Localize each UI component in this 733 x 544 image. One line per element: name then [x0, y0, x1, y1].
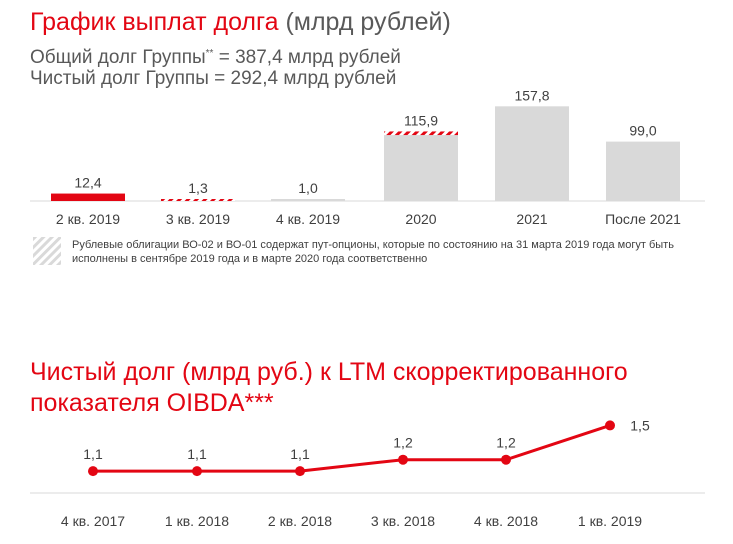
bar-2 — [161, 199, 235, 201]
debt-schedule-bar-chart: 12,4 2 кв. 2019 1,3 3 кв. 2019 1,0 4 кв. 2019… — [30, 87, 705, 227]
net-debt-line: Чистый долг Группы = 292,4 млрд рублей — [30, 68, 397, 89]
line-category-label-2: 1 кв. 2018 — [165, 513, 229, 529]
total-debt-prefix: Общий долг Группы — [30, 47, 206, 68]
bar-4 — [384, 131, 458, 201]
net-debt-oibda-title: Чистый долг (млрд руб.) к LTM скорректир… — [30, 358, 628, 417]
bar-value-label-3: 1,0 — [298, 180, 318, 196]
footnote-mark: ** — [205, 48, 214, 59]
bar-3 — [271, 199, 345, 201]
total-debt-suffix: = 387,4 млрд рублей — [213, 47, 401, 68]
bar-value-label-1: 12,4 — [74, 175, 101, 191]
line-point-6 — [605, 420, 615, 431]
line-value-label-4: 1,2 — [393, 435, 413, 451]
title-units: (млрд рублей) — [278, 8, 451, 36]
chart-title-debt-schedule: График выплат долга (млрд рублей) — [30, 7, 451, 37]
bar-6 — [606, 141, 680, 201]
line-point-2 — [192, 466, 202, 477]
bar-value-label-6: 99,0 — [629, 123, 656, 139]
hatch-legend-icon — [33, 237, 61, 265]
bar-value-label-5: 157,8 — [514, 87, 549, 103]
bar-4-hatched-top — [384, 131, 458, 136]
bar-category-label-2: 3 кв. 2019 — [166, 211, 230, 227]
line-value-label-5: 1,2 — [496, 435, 516, 451]
line-point-5 — [501, 454, 511, 465]
line-value-label-3: 1,1 — [290, 446, 310, 462]
net-debt-oibda-line-chart: 1,1 4 кв. 2017 1,1 1 кв. 2018 1,1 2 кв. 2018 1… — [30, 420, 705, 529]
oibda-series-line — [93, 423, 611, 473]
bar-5 — [495, 106, 569, 201]
line-category-label-6: 1 кв. 2019 — [578, 513, 642, 529]
bar-1 — [51, 193, 125, 201]
bar-category-label-5: 2021 — [516, 211, 547, 227]
line-value-label-2: 1,1 — [187, 446, 207, 462]
line-point-3 — [295, 466, 305, 477]
total-debt-line: Общий долг Группы** = 387,4 млрд рублей — [30, 42, 401, 70]
line-point-1 — [88, 466, 98, 477]
line-category-label-4: 3 кв. 2018 — [371, 513, 435, 529]
line-point-4 — [398, 454, 408, 465]
bar-value-label-2: 1,3 — [188, 180, 208, 196]
bar-category-label-4: 2020 — [405, 211, 436, 227]
line-category-label-3: 2 кв. 2018 — [268, 513, 332, 529]
title-main: График выплат долга — [30, 8, 279, 36]
bar-value-label-4: 115,9 — [404, 112, 438, 128]
line-value-label-1: 1,1 — [83, 446, 103, 462]
line-value-label-6: 1,5 — [630, 420, 650, 433]
line-category-label-1: 4 кв. 2017 — [61, 513, 125, 529]
bar-category-label-1: 2 кв. 2019 — [56, 211, 120, 227]
bar-category-label-3: 4 кв. 2019 — [276, 211, 340, 227]
put-option-note: Рублевые облигации ВО-02 и ВО-01 содержа… — [72, 239, 674, 265]
bar-category-label-6: После 2021 — [605, 211, 681, 227]
line-category-label-5: 4 кв. 2018 — [474, 513, 538, 529]
